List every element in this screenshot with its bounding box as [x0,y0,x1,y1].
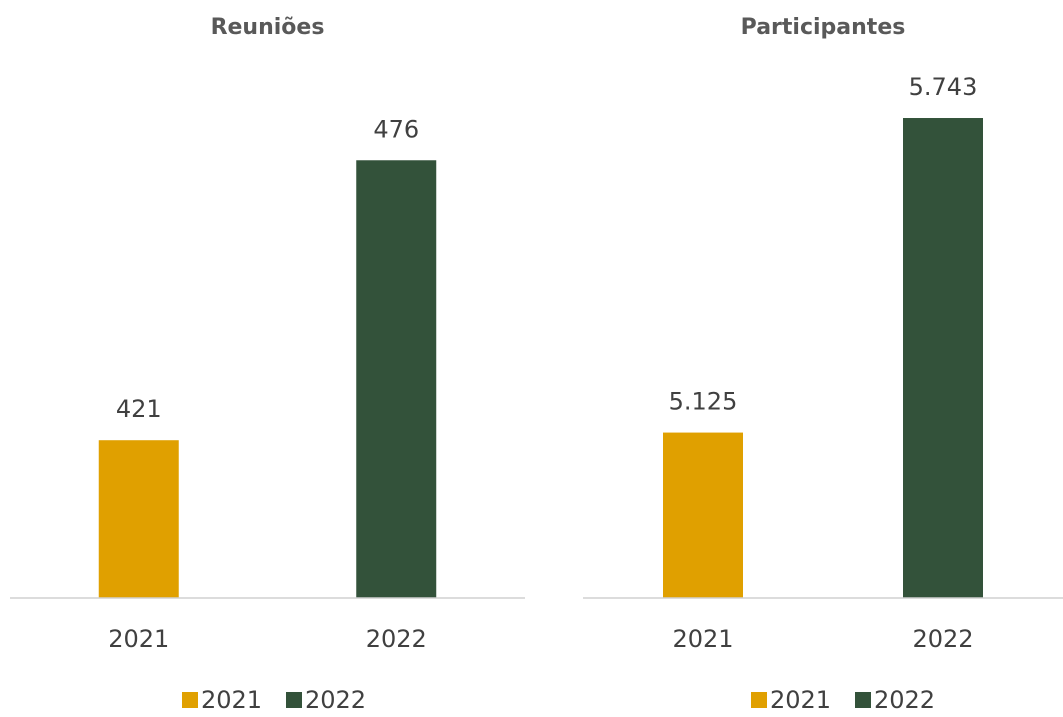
legend-label: 2021 [770,686,831,714]
data-label: 421 [116,395,162,423]
x-tick-label: 2022 [366,625,427,653]
bar [356,160,437,598]
legend-swatch [286,692,302,708]
x-tick-label: 2021 [108,625,169,653]
legend-swatch [182,692,198,708]
legend-label: 2022 [305,686,366,714]
bar [903,118,983,598]
legend-swatch [855,692,871,708]
bar [98,440,179,598]
legend-swatch [751,692,767,708]
x-tick-label: 2021 [672,625,733,653]
x-tick-label: 2022 [912,625,973,653]
chart-title: Participantes [741,15,906,40]
legend-label: 2021 [201,686,262,714]
legend-label: 2022 [874,686,935,714]
data-label: 476 [373,115,419,143]
chart-title: Reuniões [211,15,325,40]
data-label: 5.125 [669,388,738,416]
data-label: 5.743 [909,73,978,101]
bar [663,432,743,598]
